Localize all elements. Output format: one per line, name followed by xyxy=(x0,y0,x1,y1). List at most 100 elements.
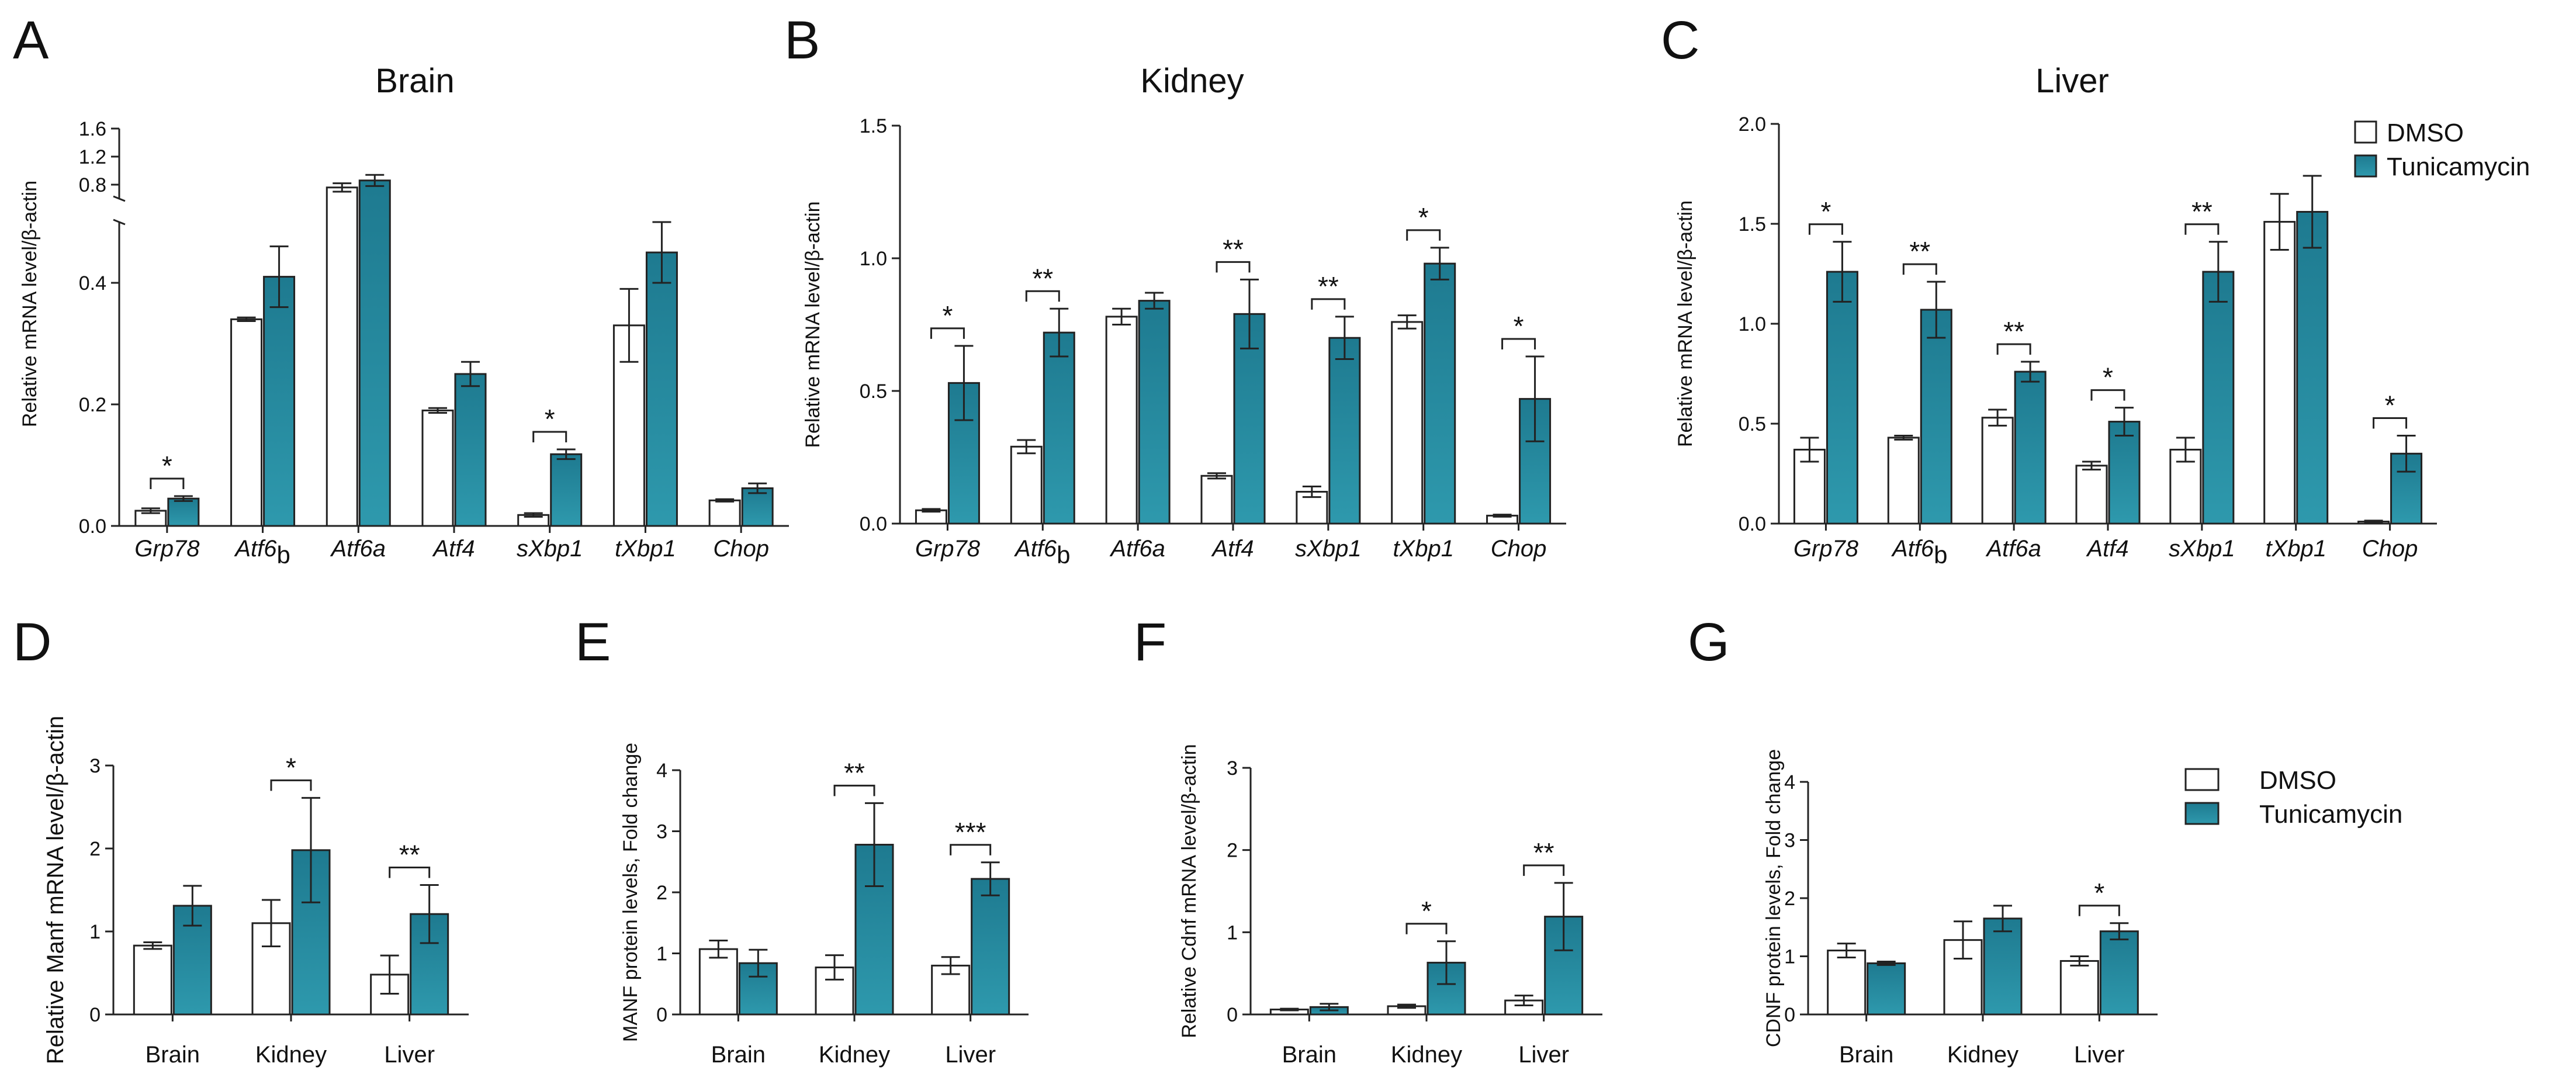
bar-dmso xyxy=(230,318,263,527)
y-tick-label: 2 xyxy=(656,882,667,904)
panel-letter: B xyxy=(784,11,820,70)
y-tick-label: 0 xyxy=(1227,1004,1238,1026)
x-tick-label: Chop xyxy=(1491,536,1547,562)
panel-f: 0 1 2 3 F Relative Cdnf mRNA level/β-actin Bra… xyxy=(1134,612,1602,1068)
panel-letter: G xyxy=(1688,612,1730,672)
y-tick-label: 3 xyxy=(656,821,667,843)
y-tick-label: 4 xyxy=(656,760,667,782)
significance-label: ** xyxy=(399,839,420,870)
bar-dmso xyxy=(1391,321,1424,525)
significance-label: ** xyxy=(1223,234,1244,264)
bar-tunicamycin xyxy=(1328,337,1361,525)
y-tick-label: 2 xyxy=(1227,840,1238,862)
bar-dmso xyxy=(1010,445,1043,525)
y-axis-label: Relative mRNA level/β-actin xyxy=(19,181,41,427)
bar-tunicamycin xyxy=(1867,962,1906,1016)
significance-label: * xyxy=(1514,311,1524,341)
bar-dmso xyxy=(698,948,738,1016)
bar-dmso xyxy=(1981,417,2014,525)
x-tick-label: tXbp1 xyxy=(615,536,676,562)
bar-tunicamycin xyxy=(1826,271,1858,525)
y-axis-label: Relative mRNA level/β-actin xyxy=(802,201,824,448)
bar-tunicamycin xyxy=(741,487,774,527)
bar-tunicamycin xyxy=(1920,309,1952,525)
chart-title: Kidney xyxy=(1140,62,1244,100)
bar-tunicamycin xyxy=(2108,421,2141,525)
x-tick-label: Atf6b xyxy=(1014,536,1071,569)
significance-bracket xyxy=(389,866,431,878)
significance-label: ** xyxy=(1909,236,1930,266)
significance-label: * xyxy=(2094,878,2104,908)
x-tick-label: Kidney xyxy=(819,1042,890,1068)
x-tick-label: Atf6b xyxy=(1891,536,1948,569)
x-tick-label: Atf6a xyxy=(330,536,386,562)
significance-bracket xyxy=(2373,417,2408,429)
significance-label: ** xyxy=(1318,271,1339,302)
x-tick-label: Brain xyxy=(1282,1042,1337,1068)
significance-label: * xyxy=(942,300,953,331)
significance-label: * xyxy=(1418,202,1429,233)
y-tick-label: 0.0 xyxy=(79,515,106,538)
axis-break-mark xyxy=(113,219,126,226)
y-tick-label: 0 xyxy=(656,1004,667,1026)
panel-e: 0 1 2 3 4 E MANF protein levels, Fold change Br… xyxy=(575,612,1029,1068)
y-tick-label: 2 xyxy=(89,838,101,860)
bar-tunicamycin xyxy=(1983,917,2023,1016)
significance-label: * xyxy=(1820,196,1831,227)
bar-tunicamycin xyxy=(971,878,1010,1016)
bar-dmso xyxy=(421,409,454,527)
panel-letter: E xyxy=(575,612,611,672)
y-tick-label: 0 xyxy=(89,1004,101,1026)
chart-title: Liver xyxy=(2035,62,2109,100)
bar-tunicamycin xyxy=(454,373,487,527)
bar-tunicamycin xyxy=(167,497,200,527)
significance-bracket xyxy=(2078,905,2120,916)
significance-bracket xyxy=(2090,389,2125,401)
y-tick-label: 0.2 xyxy=(79,394,106,416)
x-tick-label: Kidney xyxy=(255,1042,327,1068)
y-tick-label: 1.5 xyxy=(860,115,887,137)
significance-bracket xyxy=(1025,290,1060,302)
significance-bracket xyxy=(1523,864,1565,876)
legend-dmso-swatch xyxy=(2184,768,2220,791)
significance-label: ** xyxy=(2003,316,2024,347)
significance-label: * xyxy=(545,404,555,434)
significance-bracket xyxy=(1808,223,1843,235)
x-tick-label: Kidney xyxy=(1947,1042,2018,1068)
legend-bottom: DMSO Tunicamycin xyxy=(2184,766,2402,829)
x-tick-label: sXbp1 xyxy=(1295,536,1361,562)
x-tick-label: Grp78 xyxy=(915,536,981,562)
y-tick-label: 3 xyxy=(1784,830,1795,852)
bar-tunicamycin xyxy=(550,453,583,527)
x-tick-label: Atf4 xyxy=(2086,536,2128,562)
legend-dmso-swatch xyxy=(2354,120,2377,144)
significance-bracket xyxy=(1405,923,1448,934)
significance-bracket xyxy=(1216,261,1251,273)
panel-g: 0 1 2 3 4 G CDNF protein levels, Fold change Br… xyxy=(1688,612,2158,1068)
y-tick-label: 0.5 xyxy=(860,380,887,403)
x-tick-label: Atf6a xyxy=(1109,536,1165,562)
bar-dmso xyxy=(2263,221,2296,525)
bar-tunicamycin xyxy=(645,251,678,527)
y-tick-label: 1.5 xyxy=(1739,213,1766,235)
x-tick-label: Brain xyxy=(711,1042,766,1068)
y-tick-label: 1 xyxy=(89,921,101,943)
legend-dmso-label: DMSO xyxy=(2259,766,2336,795)
y-tick-label: 1.0 xyxy=(1739,313,1766,335)
x-tick-label: Chop xyxy=(2362,536,2418,562)
significance-label: ** xyxy=(1032,263,1053,293)
bar-dmso xyxy=(326,186,358,527)
significance-label: * xyxy=(162,451,172,481)
bar-dmso xyxy=(708,499,741,527)
panel-d: 0 1 2 3 D Relative Manf mRNA level/β-actin Bra… xyxy=(13,612,469,1068)
legend-dmso-label: DMSO xyxy=(2387,119,2464,147)
significance-label: ** xyxy=(1533,837,1554,868)
panel-c: 0.0 0.5 1.0 1.5 2.0 C Liver Relative mRNA level… xyxy=(1661,11,2437,569)
bar-tunicamycin xyxy=(1138,300,1171,525)
legend-tunicamycin-label: Tunicamycin xyxy=(2259,800,2402,829)
significance-bracket xyxy=(1406,229,1441,241)
bar-dmso xyxy=(1887,437,1920,525)
significance-bracket xyxy=(1501,338,1536,349)
bar-tunicamycin xyxy=(358,179,391,527)
x-tick-label: Liver xyxy=(2074,1042,2125,1068)
